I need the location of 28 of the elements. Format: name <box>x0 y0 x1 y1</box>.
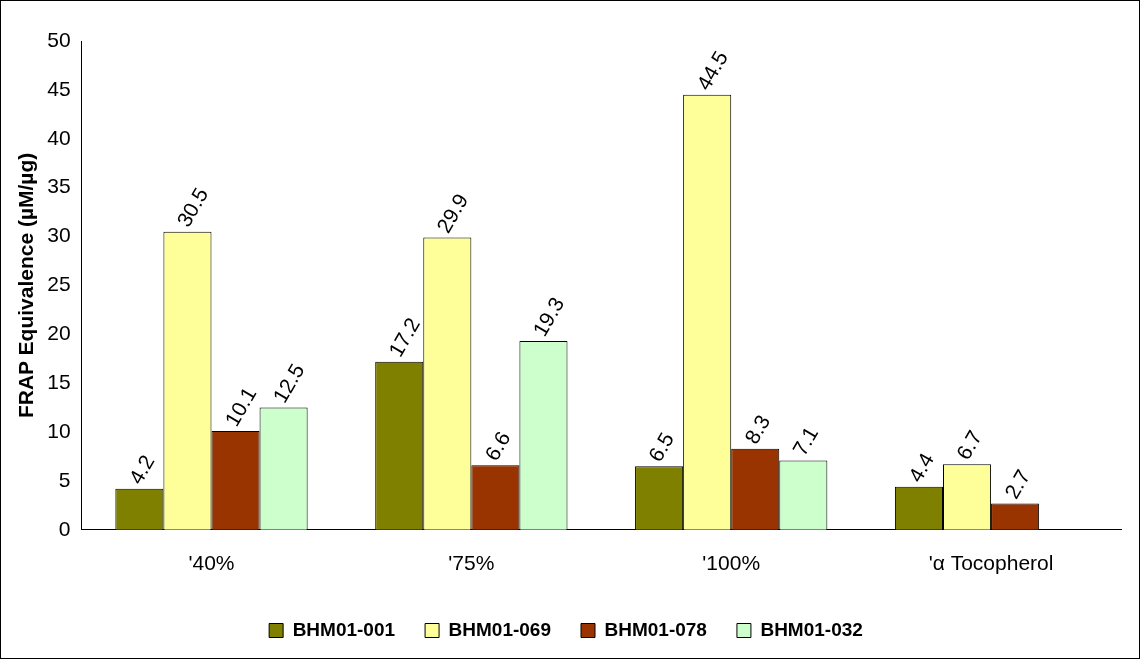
y-tick-label: 20 <box>47 321 71 345</box>
x-tick-label: '40% <box>188 551 235 575</box>
data-label: 8.3 <box>739 410 775 448</box>
legend-label: BHM01-001 <box>292 618 396 640</box>
data-label: 6.5 <box>643 428 679 466</box>
y-tick-label: 0 <box>58 516 71 540</box>
y-tick-label: 25 <box>47 272 71 296</box>
data-label: 6.6 <box>479 427 515 465</box>
y-tick-label: 40 <box>47 125 71 149</box>
x-tick-label: '75% <box>448 551 495 575</box>
y-tick-label: 15 <box>47 369 71 393</box>
legend-label: BHM01-032 <box>760 618 863 640</box>
data-label: 4.2 <box>123 450 159 488</box>
x-tick-label: 'α Tocopherol <box>928 551 1054 575</box>
y-tick-label: 35 <box>47 174 71 198</box>
y-axis-title: FRAP Equivalence (µM/µg) <box>14 152 38 419</box>
y-tick-label: 45 <box>47 76 71 100</box>
y-tick-label: 5 <box>58 467 71 491</box>
y-tick-label: 30 <box>47 223 71 247</box>
legend-label: BHM01-078 <box>604 618 707 640</box>
data-label: 4.4 <box>903 448 939 486</box>
x-tick-label: '100% <box>702 551 761 575</box>
data-label: 6.7 <box>951 426 987 464</box>
y-tick-label: 50 <box>47 27 71 51</box>
data-label: 7.1 <box>787 422 823 460</box>
y-tick-label: 10 <box>47 418 71 442</box>
legend-label: BHM01-069 <box>448 618 552 640</box>
data-label: 2.7 <box>999 465 1035 503</box>
